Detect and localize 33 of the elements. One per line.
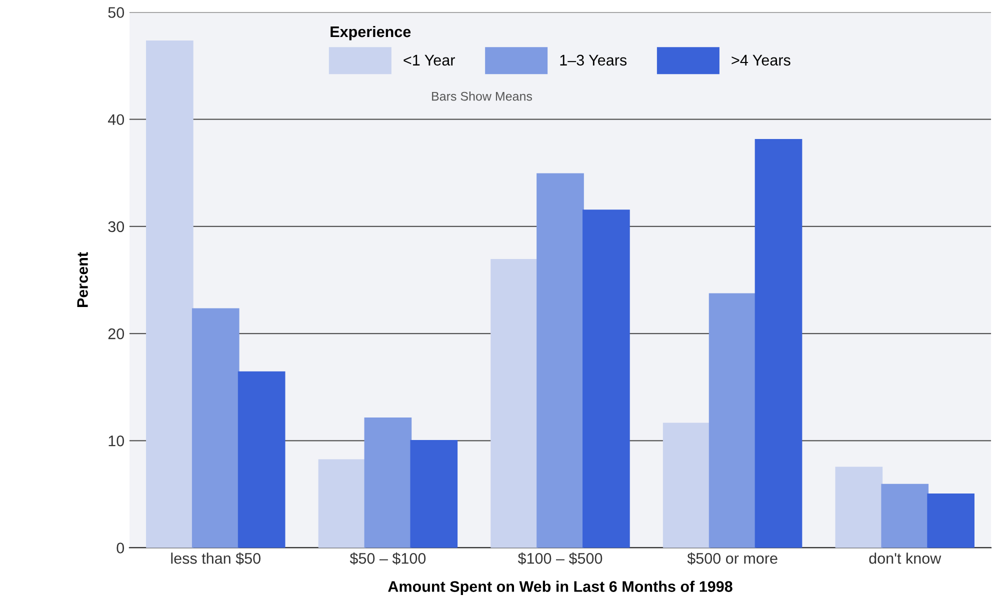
x-tick-label: $50 – $100 — [350, 552, 426, 565]
bar — [835, 466, 883, 548]
bar — [582, 210, 630, 548]
bar — [490, 258, 538, 548]
x-tick-label: $100 – $500 — [518, 552, 602, 565]
bar — [410, 440, 458, 548]
y-axis-title: Percent — [77, 252, 88, 307]
bar — [754, 138, 802, 548]
y-tick-label: 30 — [108, 221, 124, 232]
bar — [146, 40, 194, 548]
x-tick-label: less than $50 — [171, 552, 260, 565]
bar — [318, 459, 366, 548]
bar — [192, 308, 240, 548]
bar — [536, 173, 584, 548]
x-tick-label: $500 or more — [687, 552, 778, 565]
y-tick-label: 50 — [108, 7, 124, 18]
y-tick-label: 40 — [108, 114, 124, 126]
legend-label: <1 Year — [404, 54, 455, 66]
y-tick-label: 10 — [108, 436, 124, 446]
y-tick-label: 20 — [108, 328, 124, 340]
legend-label: >4 Years — [732, 54, 790, 66]
bar — [662, 422, 710, 548]
bar — [881, 484, 929, 548]
x-axis-title: Amount Spent on Web in Last 6 Months of 1998 — [388, 580, 732, 595]
x-tick-label: don't know — [869, 552, 942, 564]
legend-title: Experience — [330, 26, 411, 40]
bar — [364, 417, 412, 548]
bar — [927, 493, 974, 548]
bar — [238, 371, 286, 548]
bar — [708, 293, 756, 548]
annotation: Bars Show Means — [432, 92, 532, 101]
legend-label: 1–3 Years — [560, 54, 627, 66]
y-tick-label: 0 — [116, 542, 124, 554]
